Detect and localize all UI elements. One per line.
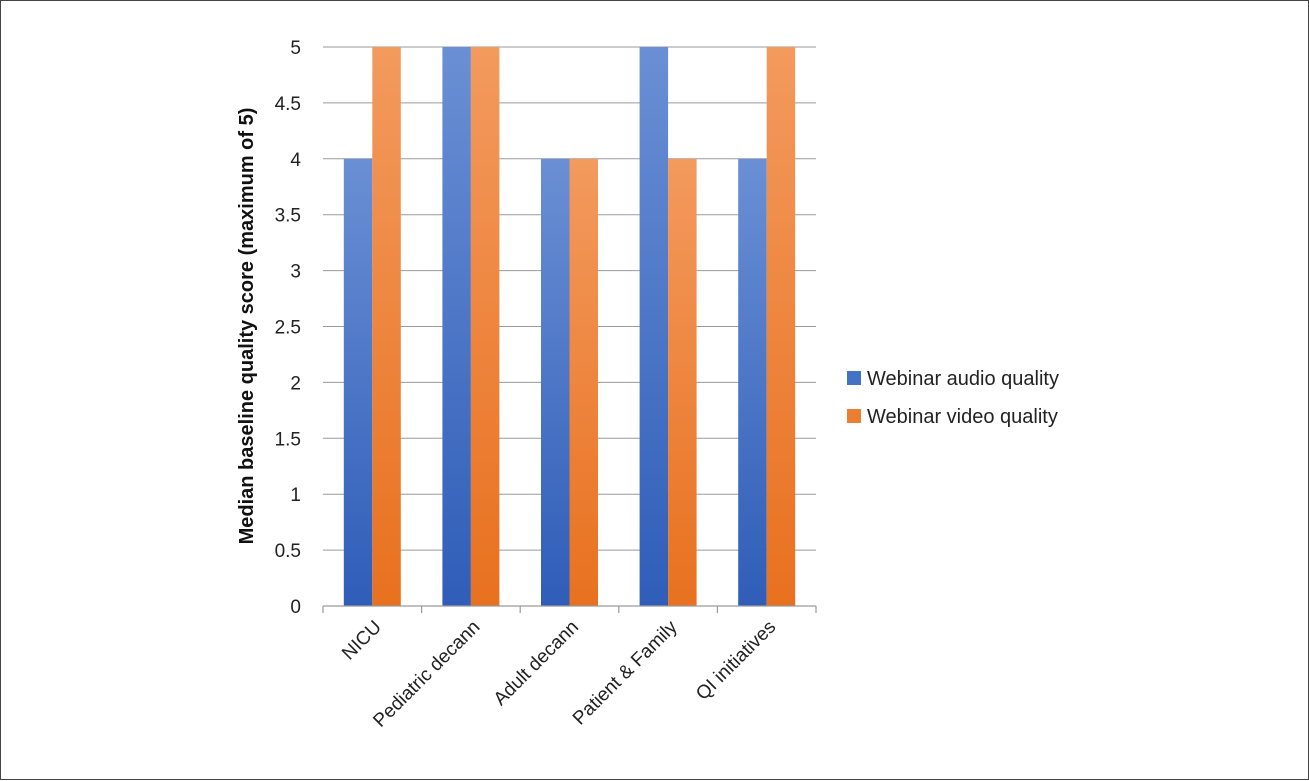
bar-webinar-video-quality xyxy=(569,158,598,607)
legend-label: Webinar audio quality xyxy=(867,368,1059,390)
y-tick-label: 2 xyxy=(290,373,301,394)
y-tick-label: 1 xyxy=(290,485,301,506)
bars xyxy=(343,47,796,607)
bar-webinar-video-quality xyxy=(470,47,500,606)
bar-webinar-video-quality xyxy=(766,47,796,606)
y-tick-label: 3.5 xyxy=(275,206,301,227)
legend: Webinar audio quality Webinar video quali… xyxy=(847,368,1059,428)
x-category-label: Patient & Family xyxy=(569,616,682,729)
axes xyxy=(322,605,817,613)
bar-webinar-video-quality xyxy=(668,158,697,607)
bar-webinar-audio-quality xyxy=(541,158,570,607)
y-tick-label: 4.5 xyxy=(275,94,301,115)
x-category-label: Pediatric decann xyxy=(369,617,484,732)
bar-webinar-audio-quality xyxy=(738,158,767,607)
y-axis-label: Median baseline quality score (maximum o… xyxy=(236,108,258,545)
legend-swatch xyxy=(847,409,861,423)
x-category-label: Adult decann xyxy=(490,617,583,710)
x-category-label: QI initiatives xyxy=(692,617,780,705)
y-tick-label: 3 xyxy=(290,262,301,283)
bar-webinar-audio-quality xyxy=(343,158,373,607)
bar-webinar-audio-quality xyxy=(639,47,669,606)
y-tick-label: 0.5 xyxy=(275,541,301,562)
legend-label: Webinar video quality xyxy=(867,406,1058,428)
y-tick-label: 0 xyxy=(290,597,301,618)
y-tick-labels: 0 0.5 1 1.5 2 2.5 3 3.5 4 4.5 5 xyxy=(275,38,302,618)
y-tick-label: 4 xyxy=(290,150,301,171)
y-tick-label: 1.5 xyxy=(275,429,301,450)
bar-webinar-audio-quality xyxy=(442,47,471,606)
y-tick-label: 2.5 xyxy=(275,318,301,339)
x-category-label: NICU xyxy=(338,617,386,665)
y-tick-label: 5 xyxy=(290,38,301,59)
bar-webinar-video-quality xyxy=(372,47,401,606)
legend-swatch xyxy=(847,371,861,385)
